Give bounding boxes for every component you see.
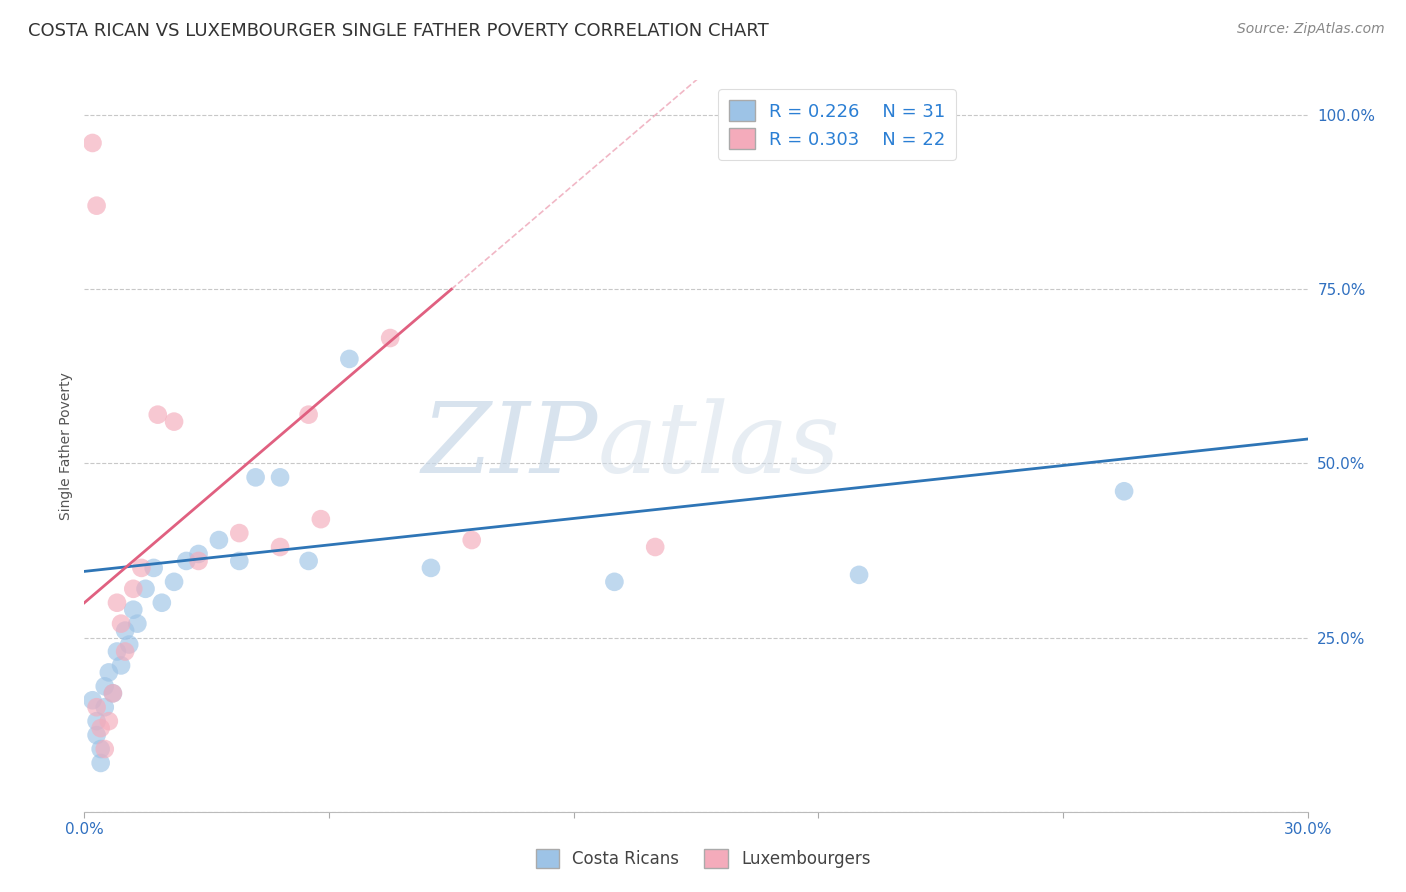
Point [110,658,132,673]
Point [176,554,198,568]
Point [105,596,128,610]
Point [269,470,291,484]
Point [82,693,104,707]
Point [114,624,136,638]
Point [228,526,250,541]
Point [90,742,112,756]
Point [97,665,120,680]
Point [228,554,250,568]
Point [163,415,186,429]
Point [269,540,291,554]
Point [142,561,165,575]
Point [131,561,153,575]
Point [90,721,112,735]
Text: ZIP: ZIP [422,399,598,493]
Point [339,351,361,366]
Legend: Costa Ricans, Luxembourgers: Costa Ricans, Luxembourgers [529,842,877,875]
Point [110,616,132,631]
Point [298,554,321,568]
Text: Source: ZipAtlas.com: Source: ZipAtlas.com [1237,22,1385,37]
Point [122,582,145,596]
Point [135,582,157,596]
Text: atlas: atlas [598,399,841,493]
Point [82,136,104,150]
Point [93,700,117,714]
Point [150,596,173,610]
Point [208,533,231,547]
Point [114,644,136,658]
Point [93,742,117,756]
Point [163,574,186,589]
Point [461,533,484,547]
Point [90,756,112,770]
Point [101,686,124,700]
Point [420,561,443,575]
Point [86,728,108,742]
Text: COSTA RICAN VS LUXEMBOURGER SINGLE FATHER POVERTY CORRELATION CHART: COSTA RICAN VS LUXEMBOURGER SINGLE FATHE… [28,22,769,40]
Point [86,199,108,213]
Y-axis label: Single Father Poverty: Single Father Poverty [59,372,73,520]
Point [146,408,169,422]
Point [309,512,332,526]
Point [105,644,128,658]
Point [118,638,141,652]
Point [187,547,209,561]
Point [122,603,145,617]
Point [86,714,108,728]
Point [245,470,267,484]
Point [101,686,124,700]
Point [93,679,117,693]
Point [298,408,321,422]
Point [1114,484,1136,499]
Point [127,616,149,631]
Point [603,574,626,589]
Point [380,331,402,345]
Point [97,714,120,728]
Legend: R = 0.226    N = 31, R = 0.303    N = 22: R = 0.226 N = 31, R = 0.303 N = 22 [718,89,956,160]
Point [86,700,108,714]
Point [848,567,870,582]
Point [187,554,209,568]
Point [644,540,666,554]
